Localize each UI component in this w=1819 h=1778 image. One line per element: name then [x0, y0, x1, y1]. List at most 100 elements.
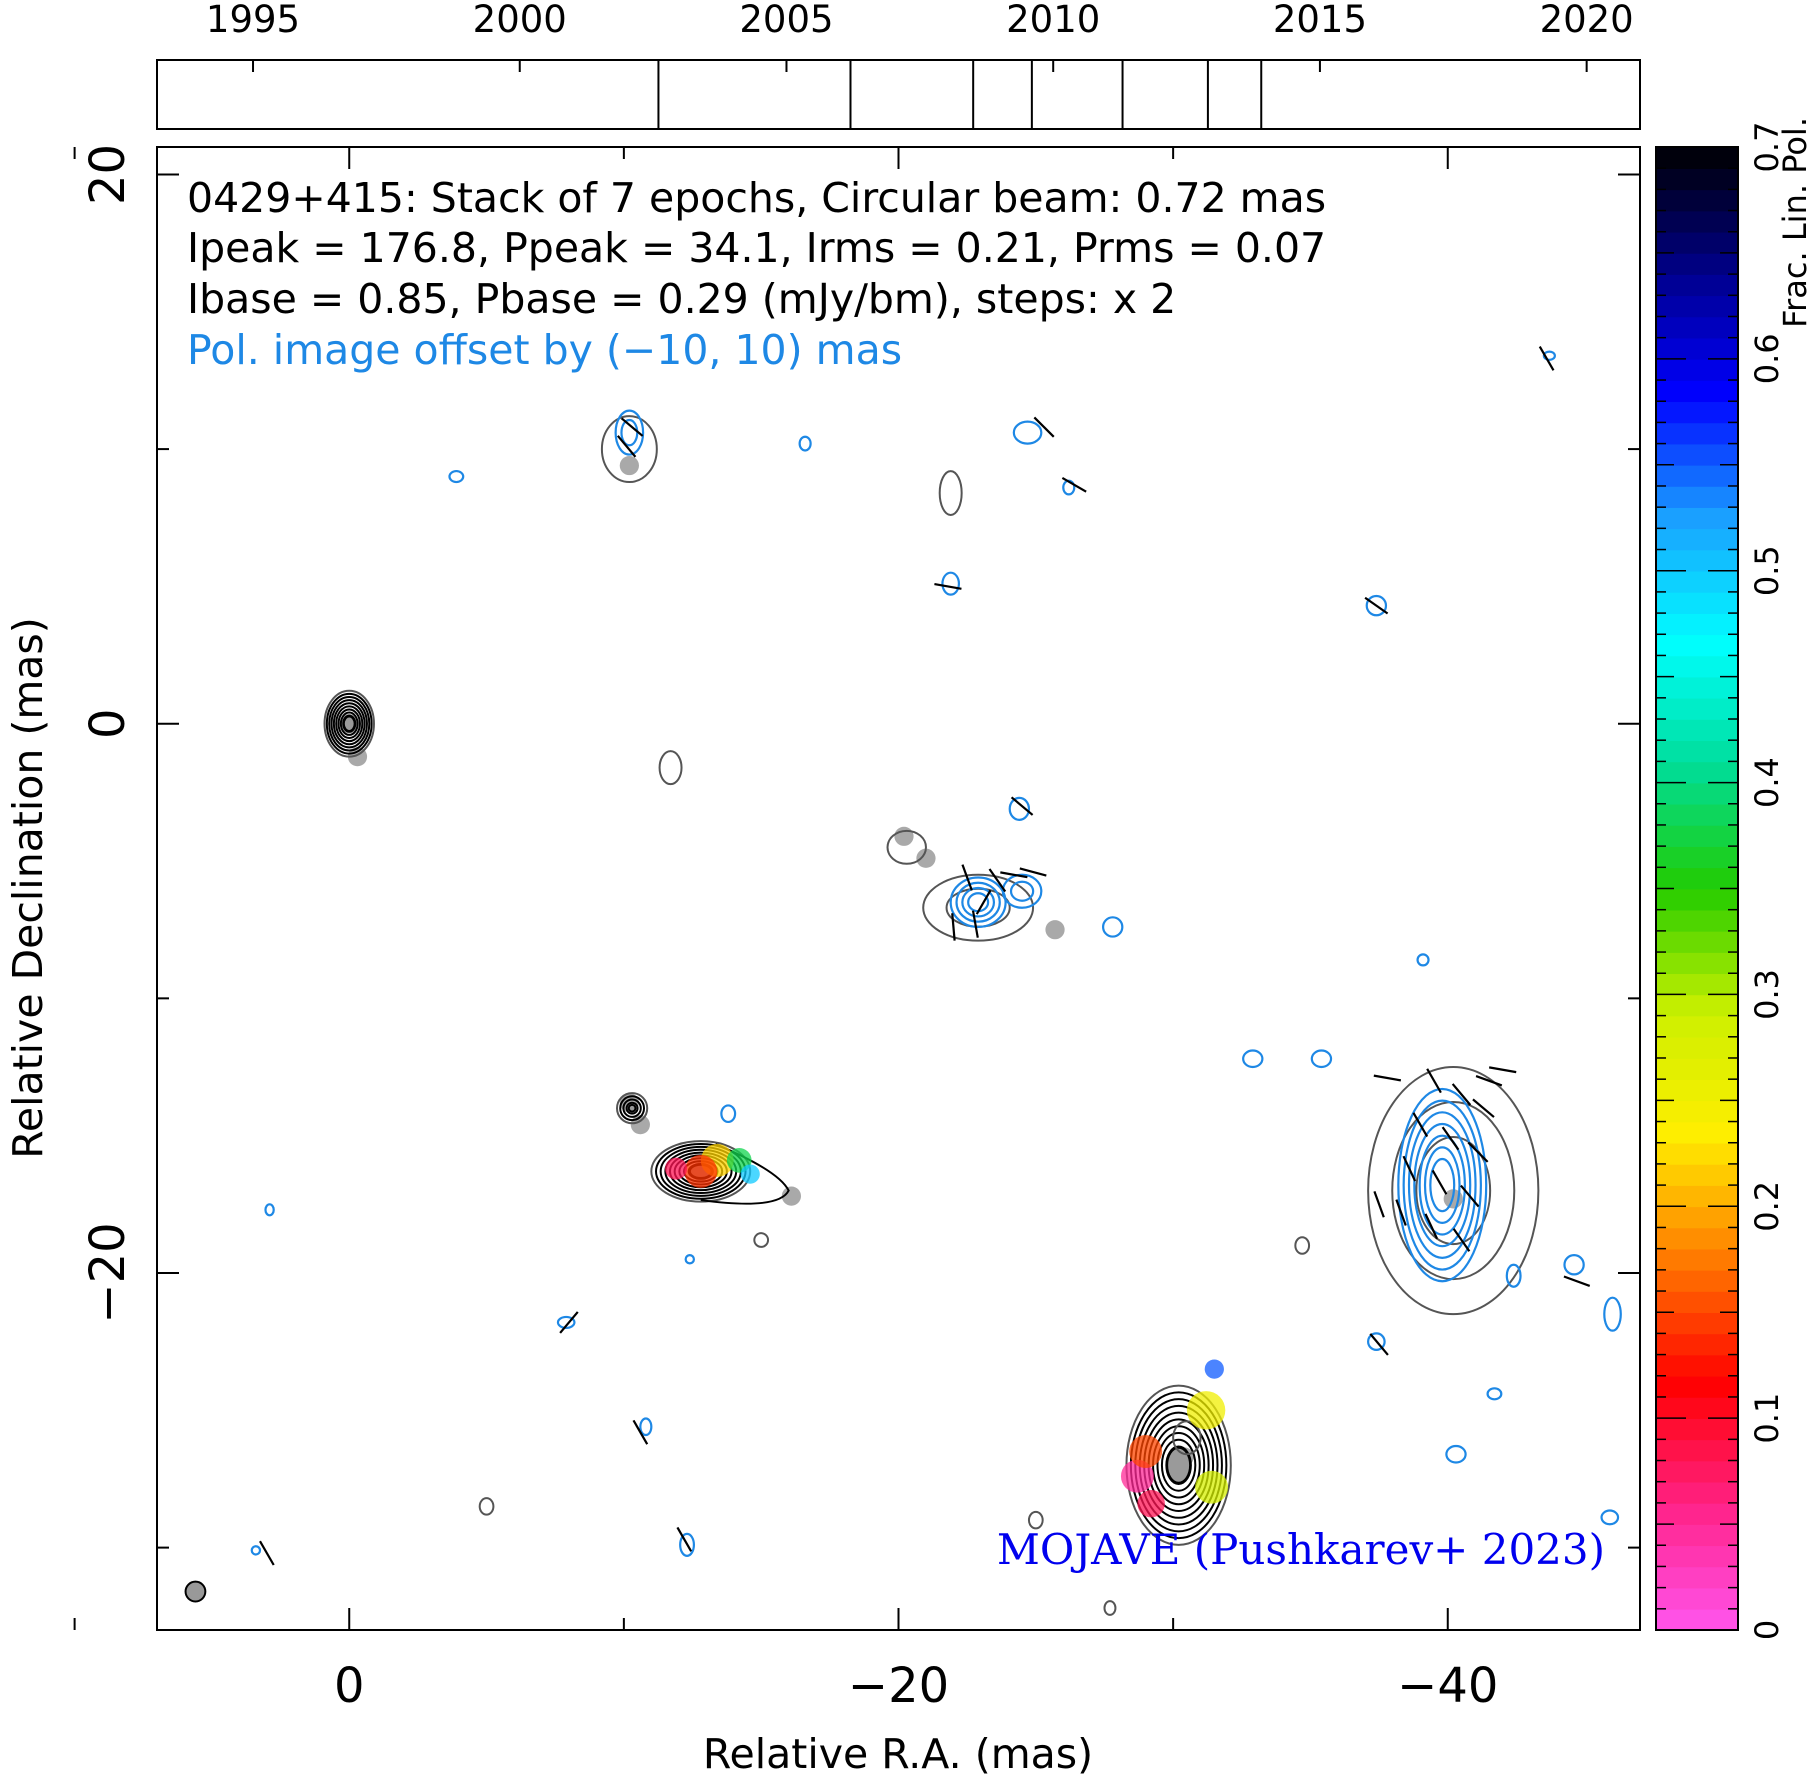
intensity-contour — [1027, 1510, 1044, 1530]
x-tick-label: −20 — [848, 1658, 949, 1714]
polarization-contour — [1367, 1332, 1386, 1351]
evpa-tick — [961, 864, 973, 891]
fractional-pol-spot — [1186, 1391, 1226, 1430]
evpa-tick — [1010, 796, 1034, 816]
colorbar-band — [1656, 528, 1738, 551]
polarization-contour — [1310, 1049, 1333, 1069]
intensity-contour — [1367, 1066, 1540, 1316]
intensity-core — [627, 1103, 637, 1113]
map-ticks: 0 −20 −40 20 0 −20 — [73, 144, 1640, 1714]
colorbar-band — [1656, 994, 1738, 1017]
polarization-contour — [1486, 1387, 1503, 1401]
year-tick-label: 2000 — [473, 0, 567, 41]
year-tick-label: 2015 — [1273, 0, 1367, 41]
evpa-tick — [951, 913, 956, 941]
intensity-core — [1166, 1446, 1192, 1484]
polarization-contours — [250, 350, 1622, 1557]
intensity-contour — [625, 1101, 639, 1115]
evpa-tick — [975, 889, 992, 915]
polarization-contour — [639, 1417, 653, 1437]
colorbar: 0 0.1 0.2 0.3 0.4 0.5 0.6 0.7 Frac. Lin. Pol. — [1655, 117, 1814, 1640]
colorbar-band — [1656, 1502, 1738, 1525]
evpa-tick — [1019, 867, 1047, 877]
evpa-tick — [1373, 1074, 1402, 1082]
evpa-tick — [676, 1526, 693, 1552]
colorbar-band — [1656, 909, 1738, 932]
intensity-contour — [886, 829, 927, 865]
colorbar-band — [1656, 1248, 1738, 1271]
polarization-contour — [250, 1545, 262, 1556]
intensity-contour — [328, 695, 371, 752]
colorbar-band — [1656, 485, 1738, 508]
modelfit-component — [916, 848, 936, 868]
intensity-contour — [1294, 1236, 1311, 1255]
intensity-contour — [600, 415, 658, 484]
map-panel: 0 −20 −40 20 0 −20 0429+415: Stack of 7 epoch… — [4, 144, 1641, 1778]
intensity-contours — [323, 415, 1540, 1616]
colorbar-band — [1656, 613, 1738, 636]
intensity-contour — [619, 1095, 646, 1122]
evpa-tick — [1000, 871, 1028, 879]
evpa-tick — [934, 582, 962, 590]
evpa-tick — [988, 868, 1007, 893]
epoch-timeline-frame — [156, 59, 1641, 130]
evpa-tick — [1402, 1155, 1417, 1182]
polarization-contour — [1012, 420, 1043, 445]
colorbar-band — [1656, 846, 1738, 869]
evpa-tick — [1467, 1141, 1489, 1163]
colorbar-band — [1656, 1269, 1738, 1292]
modelfit-components — [339, 455, 1463, 1467]
y-tick-label: 20 — [80, 144, 136, 205]
colorbar-band — [1656, 1524, 1738, 1547]
colorbar-band — [1656, 1375, 1738, 1398]
polarization-contour — [1365, 594, 1388, 617]
x-tick-label: −40 — [1397, 1658, 1498, 1714]
header-line-2: Ipeak = 176.8, Ppeak = 34.1, Irms = 0.21… — [187, 224, 1326, 272]
fractional-pol-spot — [740, 1164, 760, 1184]
modelfit-component — [894, 826, 914, 846]
colorbar-band — [1656, 401, 1738, 424]
intensity-contour — [1103, 1600, 1117, 1616]
fractional-pol-spot — [1137, 1489, 1165, 1518]
polarization-contour — [1242, 1049, 1264, 1069]
intensity-contour — [330, 699, 368, 749]
evpa-tick — [971, 910, 979, 938]
evpa-tick — [1364, 596, 1389, 615]
polarization-contour — [1423, 1146, 1461, 1224]
polarization-contour — [798, 435, 812, 452]
colorbar-band — [1656, 316, 1738, 339]
colorbar-band — [1656, 189, 1738, 212]
polarization-contour — [448, 469, 465, 484]
fractional-pol-spot — [1195, 1470, 1229, 1504]
colorbar-band — [1656, 824, 1738, 847]
intensity-contour — [337, 708, 361, 740]
header-line-1: 0429+415: Stack of 7 epochs, Circular be… — [187, 174, 1326, 222]
colorbar-band — [1656, 1185, 1738, 1208]
intensity-contour — [478, 1497, 495, 1516]
year-tick-label: 2020 — [1540, 0, 1634, 41]
polarization-contour — [1563, 1254, 1585, 1276]
evpa-tick — [1472, 1098, 1495, 1118]
evpa-tick — [1431, 1169, 1448, 1195]
polarization-contour — [1402, 1099, 1482, 1271]
evpa-tick — [1452, 1228, 1471, 1252]
evpa-tick — [620, 417, 644, 437]
intensity-contour — [938, 470, 963, 517]
colorbar-band — [1656, 210, 1738, 233]
evpa-tick — [1373, 1191, 1385, 1218]
colorbar-band — [1656, 1100, 1738, 1123]
epoch-timeline: 1995 2000 2005 2010 2015 2020 — [156, 0, 1641, 130]
intensity-contour — [1172, 1420, 1202, 1456]
y-axis-label: Relative Declination (mas) — [4, 617, 52, 1159]
colorbar-tick-label: 0.6 — [1748, 333, 1786, 384]
colorbar-band — [1656, 252, 1738, 275]
polarization-contour — [1001, 873, 1043, 909]
colorbar-band — [1656, 1396, 1738, 1419]
colorbar-ticks: 0 0.1 0.2 0.3 0.4 0.5 0.6 0.7 — [1656, 122, 1786, 1640]
colorbar-band — [1656, 422, 1738, 445]
polarization-contour — [614, 409, 645, 456]
intensity-contour — [323, 689, 375, 758]
x-axis-label: Relative R.A. (mas) — [703, 1730, 1093, 1778]
colorbar-band — [1656, 1460, 1738, 1483]
